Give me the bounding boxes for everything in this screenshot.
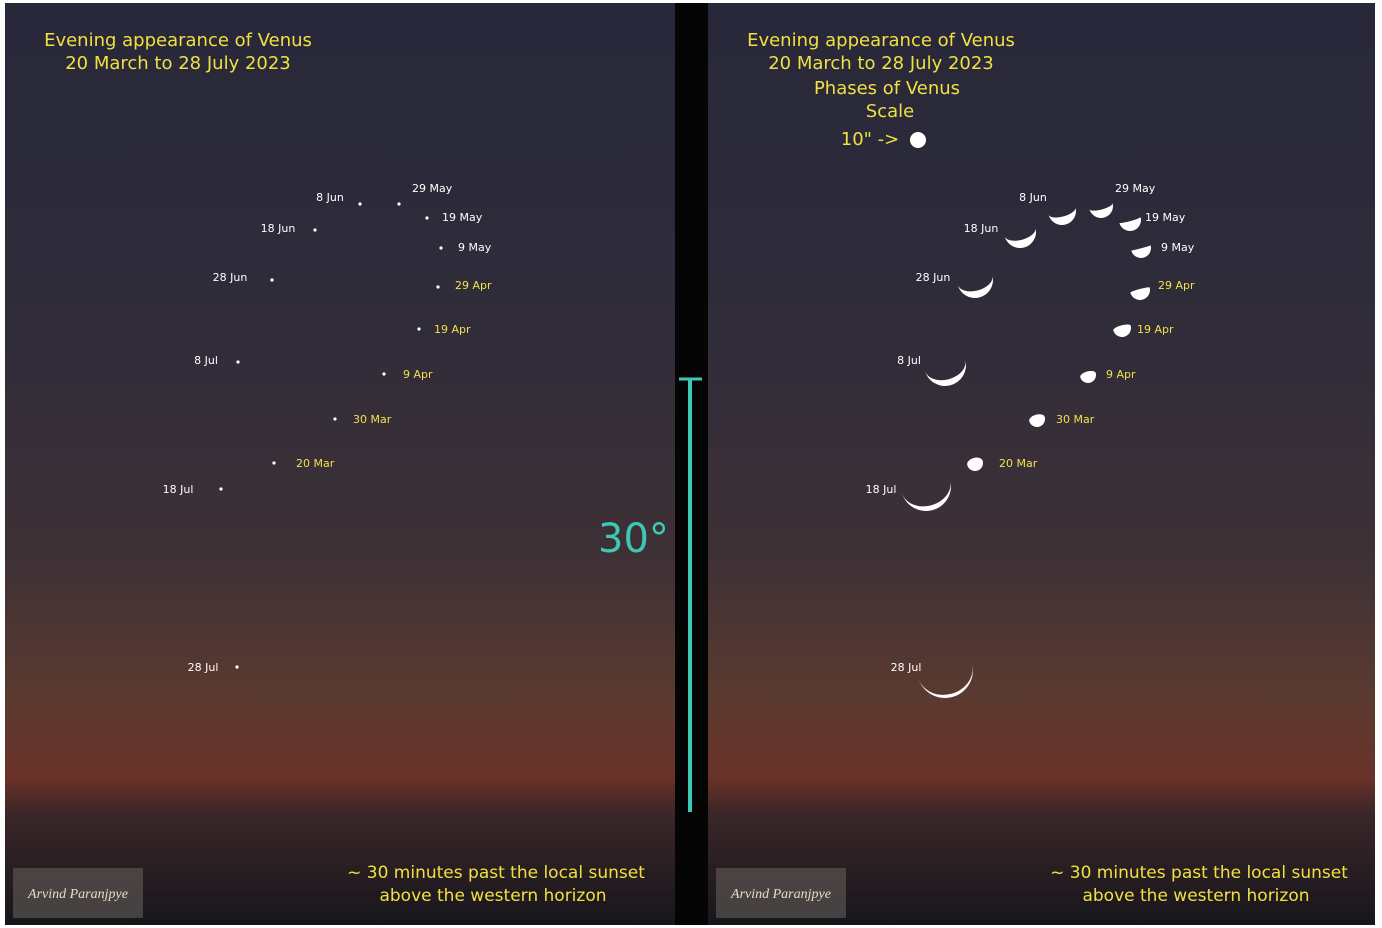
date-label: 19 May [442,211,483,224]
footer-line: above the western horizon [1082,886,1309,906]
date-label: 8 Jun [1019,191,1047,204]
date-label: 28 Jun [916,271,951,284]
date-label: 9 Apr [403,368,433,381]
venus-dot [313,228,316,231]
venus-dot [235,665,238,668]
footer-line: ~ 30 minutes past the local sunset [1050,863,1348,883]
signature: Arvind Paranjpye [730,887,831,902]
venus-dot [417,327,420,330]
date-label: 8 Jul [194,354,218,367]
scale-disk [910,132,926,148]
date-label: 29 Apr [455,279,492,292]
date-label: 20 Mar [999,457,1038,470]
date-label: 30 Mar [353,413,392,426]
date-label: 18 Jun [964,222,999,235]
date-label: 18 Jul [866,483,897,496]
right-sky [708,3,1375,925]
left-sky [5,3,675,925]
date-label: 9 May [458,241,492,254]
footer-line: ~ 30 minutes past the local sunset [347,863,645,883]
venus-dot [270,278,273,281]
screenshot: 30° Evening appearance of Venus20 March … [0,0,1382,928]
footer-line: above the western horizon [379,886,606,906]
title-line: 20 March to 28 July 2023 [65,53,291,74]
date-label: 20 Mar [296,457,335,470]
venus-dot [397,202,400,205]
venus-dot [236,360,239,363]
venus-dot [425,216,428,219]
venus-dot [439,246,442,249]
scale-label: Scale [866,101,914,122]
venus-dot [219,487,222,490]
date-label: 8 Jun [316,191,344,204]
date-label: 28 Jun [213,271,248,284]
date-label: 29 May [1115,182,1156,195]
title-line: 20 March to 28 July 2023 [768,53,994,74]
venus-dot [333,417,336,420]
venus-dot [382,372,385,375]
date-label: 28 Jul [891,661,922,674]
date-label: 29 Apr [1158,279,1195,292]
scale-text: 10" -> [841,129,899,150]
scale-bar-label: 30° [598,516,669,562]
date-label: 18 Jun [261,222,296,235]
date-label: 19 May [1145,211,1186,224]
date-label: 8 Jul [897,354,921,367]
title-line: Phases of Venus [814,78,960,99]
title-line: Evening appearance of Venus [747,30,1015,51]
date-label: 29 May [412,182,453,195]
venus-dot [272,461,275,464]
date-label: 18 Jul [163,483,194,496]
date-label: 19 Apr [434,323,471,336]
date-label: 19 Apr [1137,323,1174,336]
title-line: Evening appearance of Venus [44,30,312,51]
venus-dot [436,285,439,288]
date-label: 9 May [1161,241,1195,254]
date-label: 30 Mar [1056,413,1095,426]
signature: Arvind Paranjpye [27,887,128,902]
venus-dot [358,202,361,205]
date-label: 28 Jul [188,661,219,674]
date-label: 9 Apr [1106,368,1136,381]
